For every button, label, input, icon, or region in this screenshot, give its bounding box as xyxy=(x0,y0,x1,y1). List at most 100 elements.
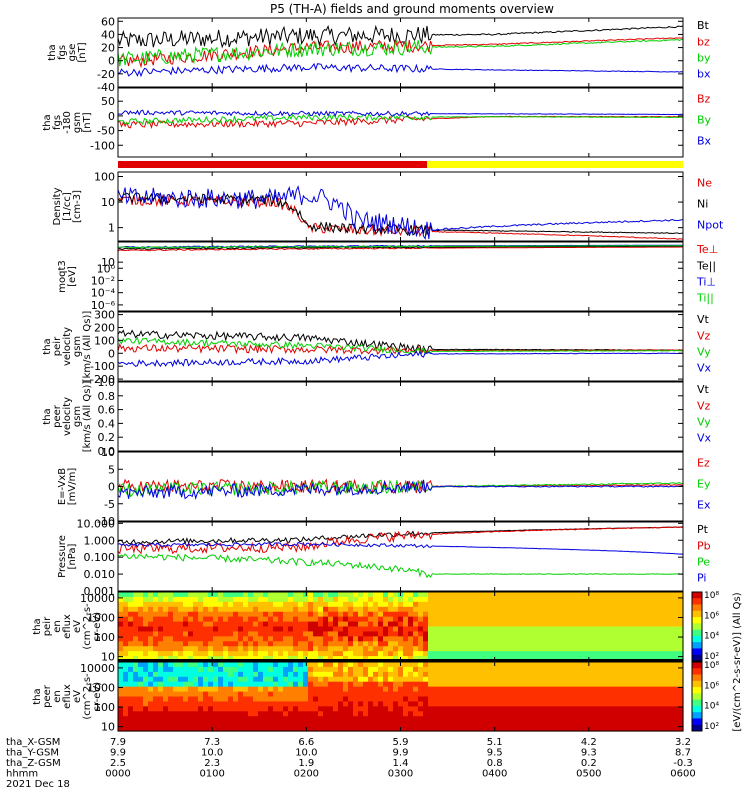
spectrogram-cell xyxy=(228,706,234,712)
spectrogram-cell xyxy=(483,616,489,623)
spectrogram-cell xyxy=(473,686,479,693)
spectrogram-cell xyxy=(638,716,644,722)
y-axis-label: [km/s (All Qs)] xyxy=(82,311,93,383)
spectrogram-cell xyxy=(298,592,304,598)
spectrogram-cell xyxy=(598,636,604,642)
spectrogram-cell xyxy=(428,592,434,598)
spectrogram-cell xyxy=(493,711,499,717)
spectrogram-cell xyxy=(608,726,614,732)
spectrogram-cell xyxy=(368,716,374,722)
spectrogram-cell xyxy=(543,601,549,608)
spectrogram-cell xyxy=(203,662,209,668)
spectrogram-cell xyxy=(623,706,629,712)
spectrogram-cell xyxy=(613,626,619,633)
spectrogram-cell xyxy=(558,646,564,652)
spectrogram-cell xyxy=(213,631,219,637)
spectrogram-cell xyxy=(118,691,124,698)
x-axis-date: 2021 Dec 18 xyxy=(6,779,70,790)
spectrogram-cell xyxy=(413,716,419,722)
spectrogram-cell xyxy=(118,636,124,642)
spectrogram-cell xyxy=(443,621,449,628)
spectrogram-cell xyxy=(673,666,679,673)
spectrogram-cell xyxy=(313,711,319,717)
spectrogram-cell xyxy=(343,621,349,628)
spectrogram-cell xyxy=(128,711,134,717)
spectrogram-cell xyxy=(643,626,649,633)
spectrogram-cell xyxy=(403,646,409,652)
spectrogram-cell xyxy=(378,656,384,662)
spectrogram-cell xyxy=(158,721,164,727)
spectrogram-cell xyxy=(193,726,199,732)
spectrogram-cell xyxy=(188,621,194,628)
spectrogram-cell xyxy=(508,592,514,598)
spectrogram-cell xyxy=(303,626,309,633)
y-axis-label: [cm-3] xyxy=(72,190,83,223)
spectrogram-cell xyxy=(668,592,674,598)
spectrogram-cell xyxy=(433,592,439,598)
spectrogram-cell xyxy=(648,646,654,652)
spectrogram-cell xyxy=(173,691,179,698)
spectrogram-cell xyxy=(623,631,629,637)
spectrogram-cell xyxy=(483,656,489,662)
spectrogram-cell xyxy=(618,641,624,647)
spectrogram-cell xyxy=(483,641,489,647)
spectrogram-cell xyxy=(303,636,309,642)
colorbar-cell xyxy=(692,674,702,682)
spectrogram-cell xyxy=(598,646,604,652)
spectrogram-cell xyxy=(603,671,609,678)
spectrogram-cell xyxy=(348,631,354,637)
spectrogram-cell xyxy=(483,646,489,652)
spectrogram-cell xyxy=(663,592,669,598)
spectrogram-cell xyxy=(173,711,179,717)
spectrogram-cell xyxy=(478,592,484,598)
spectrogram-cell xyxy=(303,726,309,732)
spectrogram-cell xyxy=(143,606,149,613)
spectrogram-cell xyxy=(163,592,169,598)
spectrogram-cell xyxy=(393,646,399,652)
spectrogram-cell xyxy=(168,641,174,647)
colorbar-cell xyxy=(692,610,702,618)
spectrogram-cell xyxy=(428,616,434,623)
spectrogram-cell xyxy=(223,706,229,712)
spectrogram-cell xyxy=(373,596,379,603)
spectrogram-cell xyxy=(268,606,274,613)
spectrogram-cell xyxy=(318,592,324,598)
spectrogram-cell xyxy=(258,611,264,618)
spectrogram-cell xyxy=(553,656,559,662)
spectrogram-cell xyxy=(323,641,329,647)
spectrogram-cell xyxy=(513,656,519,662)
spectrogram-cell xyxy=(338,606,344,613)
spectrogram-cell xyxy=(193,621,199,628)
spectrogram-cell xyxy=(383,726,389,732)
spectrogram-cell xyxy=(673,676,679,683)
spectrogram-cell xyxy=(593,696,599,703)
spectrogram-cell xyxy=(293,611,299,618)
y-axis-label: tha xyxy=(42,408,53,424)
spectrogram-cell xyxy=(403,621,409,628)
spectrogram-cell xyxy=(378,626,384,633)
spectrogram-cell xyxy=(488,631,494,637)
spectrogram-cell xyxy=(533,721,539,727)
spectrogram-cell xyxy=(353,676,359,683)
spectrogram-cell xyxy=(338,706,344,712)
spectrogram-cell xyxy=(603,656,609,662)
spectrogram-cell xyxy=(653,716,659,722)
spectrogram-cell xyxy=(463,691,469,698)
spectrogram-cell xyxy=(428,721,434,727)
spectrogram-cell xyxy=(633,681,639,688)
spectrogram-cell xyxy=(228,701,234,707)
spectrogram-cell xyxy=(413,671,419,678)
spectrogram-cell xyxy=(283,662,289,668)
spectrogram-cell xyxy=(263,641,269,647)
spectrogram-cell xyxy=(543,701,549,707)
spectrogram-cell xyxy=(243,606,249,613)
y-axis-label: [nT] xyxy=(82,112,93,132)
spectrogram-cell xyxy=(603,721,609,727)
spectrogram-cell xyxy=(528,721,534,727)
spectrogram-cell xyxy=(183,611,189,618)
spectrogram-cell xyxy=(473,646,479,652)
spectrogram-cell xyxy=(133,651,139,657)
x-axis-tick-label: 0.8 xyxy=(487,758,503,769)
spectrogram-cell xyxy=(503,706,509,712)
spectrogram-cell xyxy=(118,666,124,673)
